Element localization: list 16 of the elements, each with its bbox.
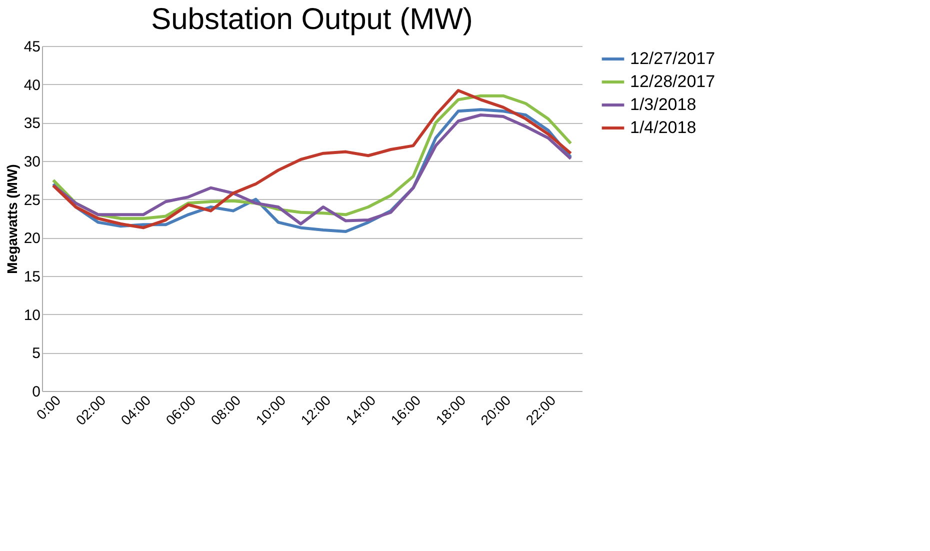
y-axis-title: Megawatts (MW) [4,164,20,274]
y-tick-label: 30 [24,154,40,170]
legend-label: 12/27/2017 [630,49,716,68]
y-tick-label: 20 [24,230,40,248]
y-tick-label: 45 [24,38,40,56]
y-tick-label: 35 [24,115,40,132]
y-tick-label: 5 [32,345,40,362]
legend-label: 1/3/2018 [630,95,696,114]
y-tick-label: 40 [24,76,40,94]
legend-label: 12/28/2017 [630,72,716,91]
y-tick-label: 25 [24,192,40,209]
y-tick-label: 0 [32,384,40,400]
chart-title: Substation Output (MW) [151,3,473,36]
y-tick-label: 10 [24,306,40,324]
legend-label: 1/4/2018 [630,118,696,137]
y-tick-label: 15 [24,268,40,286]
